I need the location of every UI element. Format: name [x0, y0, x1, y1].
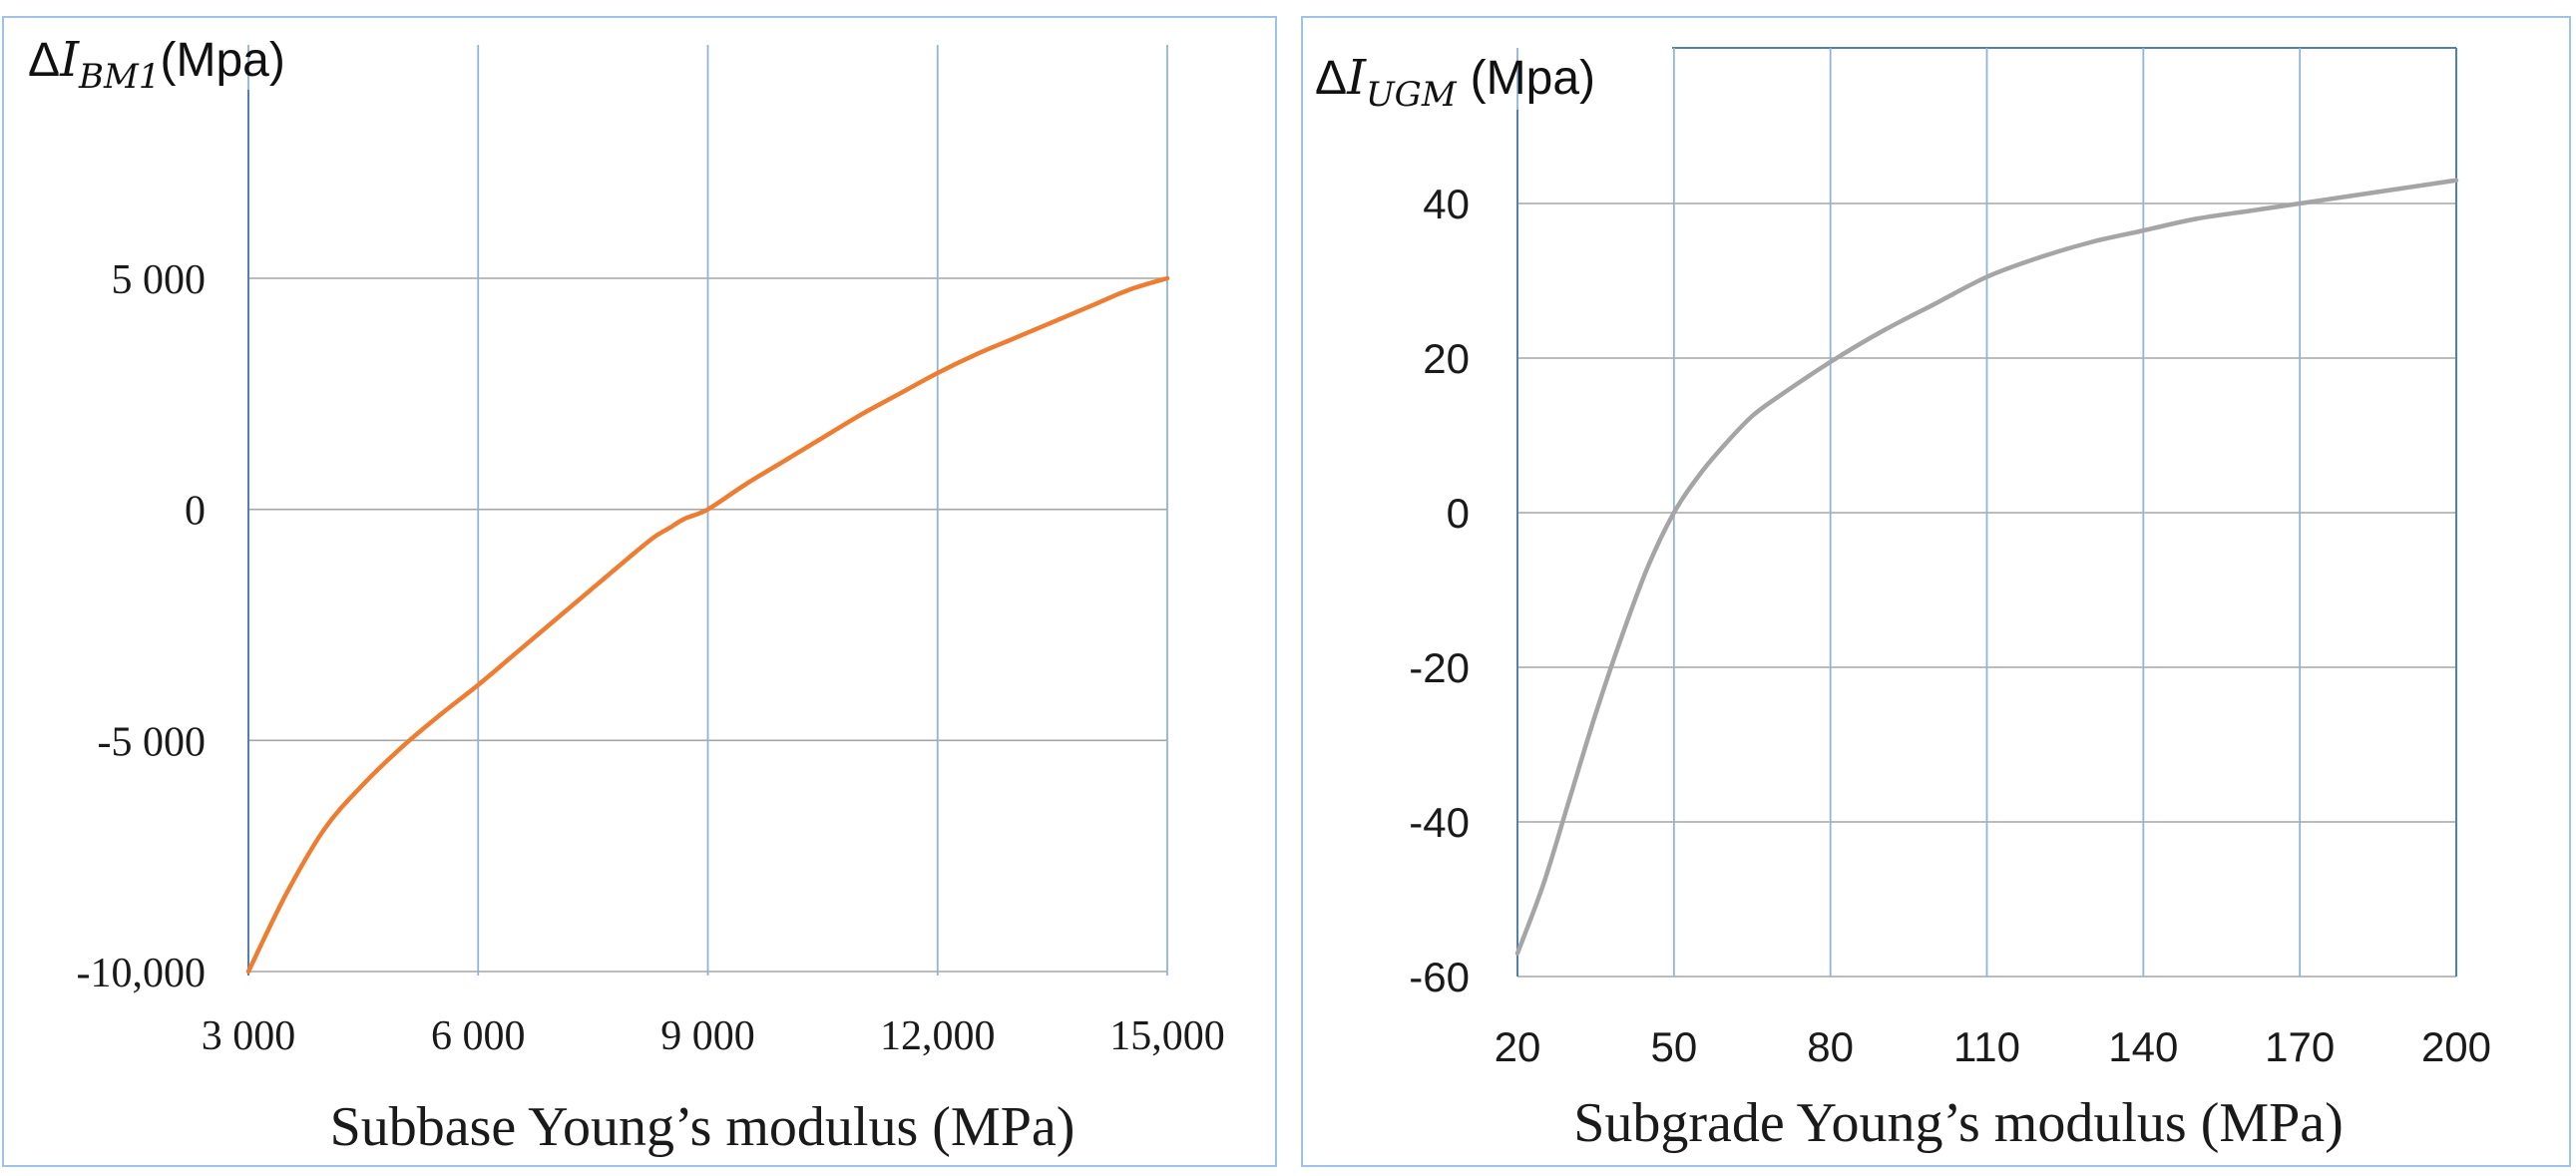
x-tick-label: 3 000: [202, 1013, 296, 1059]
left-chart-gridlines: [247, 45, 1168, 976]
x-tick-label: 170: [2265, 1023, 2335, 1070]
right-chart-frame: [1301, 16, 2571, 1167]
y-tick-label: 5 000: [112, 257, 207, 303]
right-chart-gridlines: [1516, 47, 2457, 978]
right-chart: -60 -40 -20 0 20 40 20 50 80 110 140 170 200 ΔIUGM (M…: [1301, 16, 2571, 1167]
left-chart: -10,000 -5 000 0 5 000 3 000 6 000 9 000 12,000…: [2, 16, 1277, 1167]
x-tick-label: 12,000: [880, 1013, 996, 1059]
right-chart-tick-labels: -60 -40 -20 0 20 40 20 50 80 110 140 170 200: [1409, 181, 2491, 1070]
y-tick-label: -20: [1409, 644, 1470, 691]
y-tick-label: 40: [1423, 181, 1470, 227]
left-chart-y-axis-label: ΔIBM1(Mpa): [28, 32, 285, 97]
left-chart-frame: [2, 16, 1277, 1167]
x-tick-label: 20: [1495, 1023, 1541, 1070]
x-tick-label: 140: [2108, 1023, 2178, 1070]
y-tick-label: -5 000: [98, 719, 207, 765]
x-tick-label: 9 000: [660, 1013, 755, 1059]
right-chart-x-axis-label: Subgrade Young’s modulus (MPa): [1573, 1092, 2344, 1154]
y-tick-label: -60: [1409, 954, 1470, 1000]
right-chart-series-line: [1514, 178, 2459, 956]
x-tick-label: 80: [1807, 1023, 1854, 1070]
x-tick-label: 50: [1650, 1023, 1697, 1070]
y-tick-label: 20: [1423, 335, 1470, 382]
left-chart-x-axis-label: Subbase Young’s modulus (MPa): [330, 1096, 1075, 1158]
y-tick-label: 0: [1447, 490, 1470, 537]
left-chart-series-line: [245, 275, 1170, 975]
y-tick-label: -40: [1409, 799, 1470, 846]
x-tick-label: 6 000: [431, 1013, 526, 1059]
y-tick-label: -10,000: [77, 951, 207, 996]
y-tick-label: 0: [185, 489, 206, 535]
x-tick-label: 15,000: [1109, 1013, 1225, 1059]
left-chart-tick-labels: -10,000 -5 000 0 5 000 3 000 6 000 9 000 12,000…: [77, 257, 1225, 1059]
right-chart-y-axis-label: ΔIUGM (Mpa): [1315, 50, 1595, 115]
x-tick-label: 110: [1953, 1023, 2020, 1070]
x-tick-label: 200: [2421, 1023, 2491, 1070]
